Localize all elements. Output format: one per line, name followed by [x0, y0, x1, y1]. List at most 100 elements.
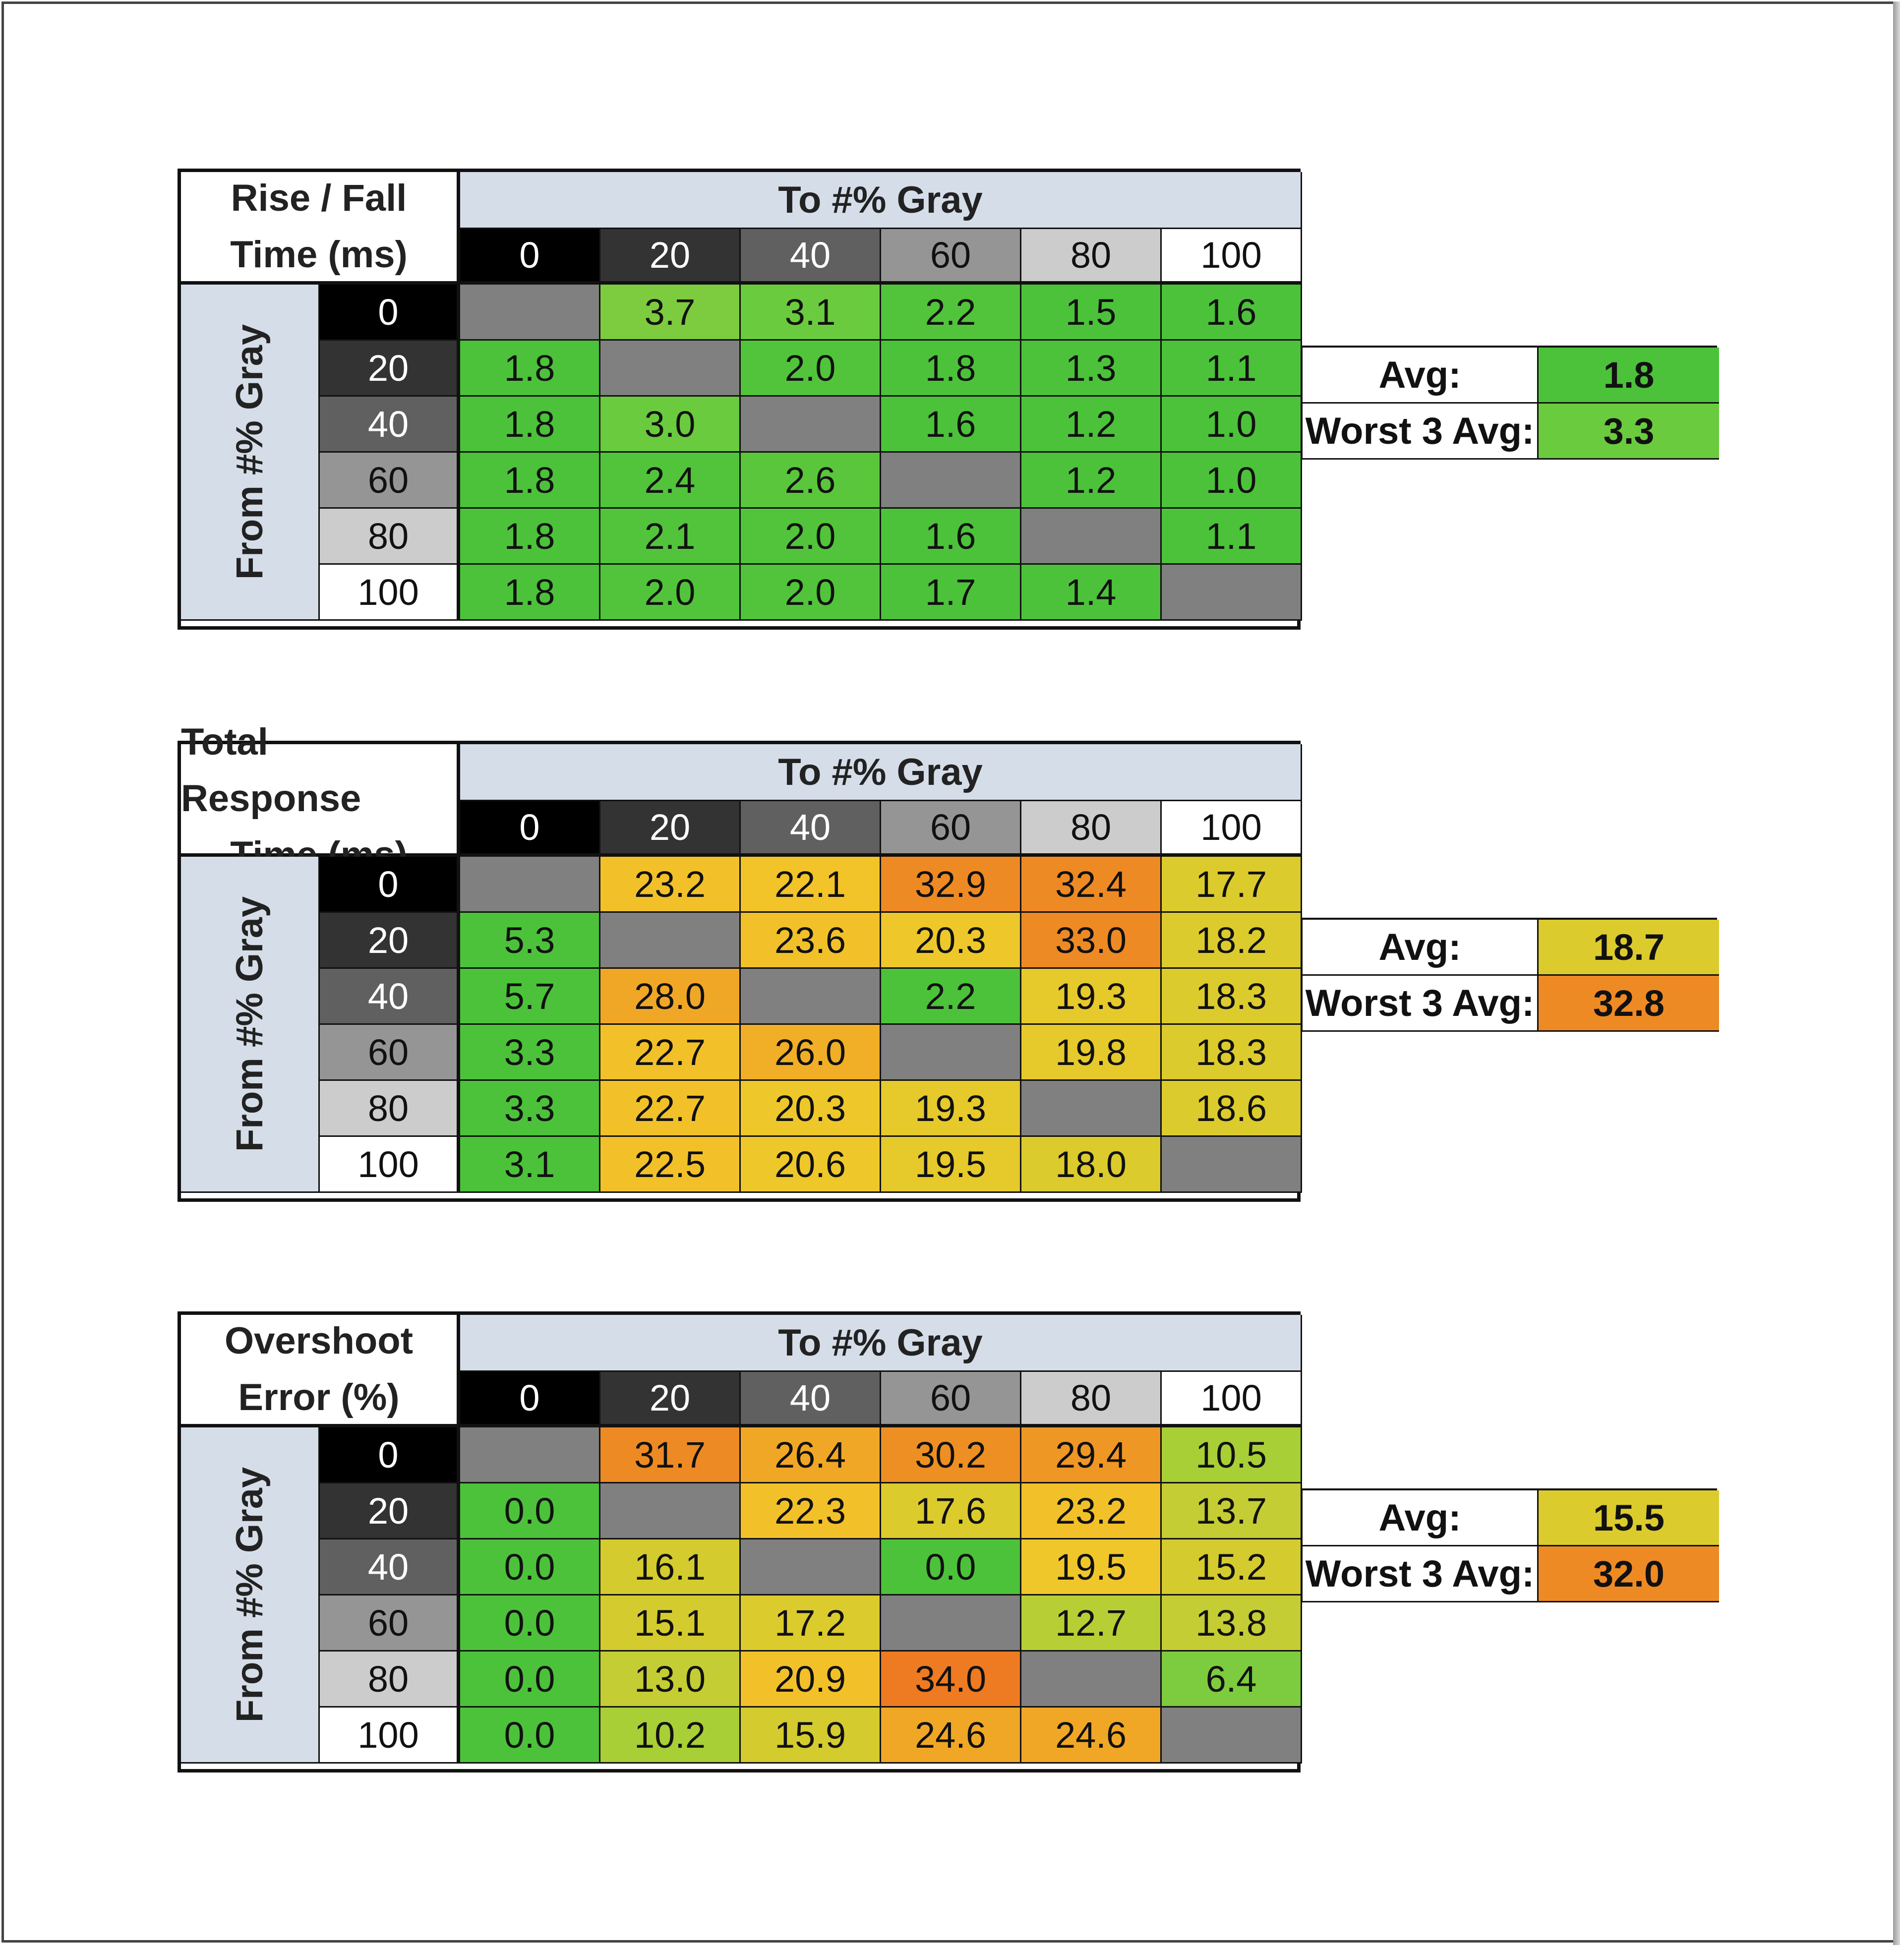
- heatmap-cell-empty: [741, 397, 881, 453]
- heatmap-cell: 20.3: [881, 913, 1021, 969]
- heatmap-cell: 0.0: [460, 1483, 600, 1539]
- heatmap-cell-empty: [741, 969, 881, 1025]
- heatmap-cell: 18.6: [1162, 1081, 1302, 1137]
- heatmap-cell: 1.4: [1021, 565, 1162, 621]
- heatmap-cell: 13.7: [1162, 1483, 1302, 1539]
- average-value: 15.5: [1539, 1490, 1719, 1546]
- heatmap-cell: 0.0: [460, 1652, 600, 1708]
- heatmap-cell: 30.2: [881, 1427, 1021, 1483]
- heatmap-cell: 3.0: [600, 397, 741, 453]
- row-level-header: 40: [320, 397, 460, 453]
- worst-3-average-value: 32.0: [1539, 1546, 1719, 1602]
- column-level-header: 20: [600, 229, 741, 285]
- table-title-line: Error (%): [238, 1376, 400, 1418]
- heatmap-cell: 2.4: [600, 453, 741, 509]
- heatmap-cell: 17.2: [741, 1595, 881, 1652]
- heatmap-cell-empty: [1021, 1652, 1162, 1708]
- column-group-header: To #% Gray: [460, 744, 1302, 801]
- column-level-header: 100: [1162, 1372, 1302, 1427]
- heatmap-cell-empty: [600, 341, 741, 397]
- heatmap-cell: 19.3: [1021, 969, 1162, 1025]
- row-group-header: From #% Gray: [181, 285, 320, 621]
- column-level-header: 40: [741, 229, 881, 285]
- heatmap-cell: 1.8: [460, 341, 600, 397]
- column-level-header: 0: [460, 801, 600, 857]
- table-title: Rise / Fall Time (ms): [181, 172, 460, 285]
- heatmap-cell: 20.6: [741, 1137, 881, 1193]
- heatmap-cell: 12.7: [1021, 1595, 1162, 1652]
- heatmap-cell: 18.2: [1162, 913, 1302, 969]
- heatmap-cell: 13.8: [1162, 1595, 1302, 1652]
- heatmap-cell: 1.2: [1021, 453, 1162, 509]
- heatmap-cell-empty: [600, 1483, 741, 1539]
- heatmap-cell: 1.8: [460, 397, 600, 453]
- average-value: 18.7: [1539, 920, 1719, 976]
- worst-3-average-value: 32.8: [1539, 976, 1719, 1032]
- heatmap-cell: 1.8: [460, 565, 600, 621]
- heatmap-cell: 22.1: [741, 857, 881, 913]
- worst-3-average-label: Worst 3 Avg:: [1303, 404, 1539, 460]
- heatmap-cell-empty: [1021, 1081, 1162, 1137]
- row-group-header: From #% Gray: [181, 857, 320, 1193]
- row-level-header: 20: [320, 341, 460, 397]
- heatmap-cell: 24.6: [881, 1708, 1021, 1764]
- heatmap-cell: 34.0: [881, 1652, 1021, 1708]
- heatmap-cell: 26.4: [741, 1427, 881, 1483]
- heatmap-cell: 2.1: [600, 509, 741, 565]
- heatmap-cell-empty: [741, 1539, 881, 1595]
- heatmap-cell: 10.2: [600, 1708, 741, 1764]
- heatmap-cell: 33.0: [1021, 913, 1162, 969]
- heatmap-cell: 1.5: [1021, 285, 1162, 341]
- average-value: 1.8: [1539, 348, 1719, 404]
- heatmap-cell: 6.4: [1162, 1652, 1302, 1708]
- table-title-line: Overshoot: [224, 1320, 414, 1362]
- heatmap-cell: 19.3: [881, 1081, 1021, 1137]
- table-title-line: Time (ms): [230, 234, 408, 276]
- heatmap-cell-empty: [881, 1595, 1021, 1652]
- heatmap-cell-empty: [881, 1025, 1021, 1081]
- heatmap-cell: 18.0: [1021, 1137, 1162, 1193]
- heatmap-cell-empty: [1021, 509, 1162, 565]
- column-level-header: 20: [600, 801, 741, 857]
- row-level-header: 20: [320, 1483, 460, 1539]
- column-level-header: 100: [1162, 801, 1302, 857]
- table-title: Total Response Time (ms): [181, 721, 460, 876]
- heatmap-cell: 1.1: [1162, 509, 1302, 565]
- row-level-header: 0: [320, 285, 460, 341]
- heatmap-cell: 19.5: [881, 1137, 1021, 1193]
- row-level-header: 60: [320, 1025, 460, 1081]
- heatmap-cell-empty: [1162, 1708, 1302, 1764]
- heatmap-cell: 2.0: [741, 565, 881, 621]
- heatmap-cell: 31.7: [600, 1427, 741, 1483]
- row-level-header: 100: [320, 1137, 460, 1193]
- heatmap-cell: 1.0: [1162, 397, 1302, 453]
- heatmap-cell: 1.3: [1021, 341, 1162, 397]
- row-group-header-label: From #% Gray: [229, 324, 271, 580]
- heatmap-cell: 3.1: [460, 1137, 600, 1193]
- heatmap-cell-empty: [881, 453, 1021, 509]
- heatmap-cell: 2.6: [741, 453, 881, 509]
- column-level-header: 60: [881, 1372, 1021, 1427]
- heatmap-cell: 20.3: [741, 1081, 881, 1137]
- row-level-header: 40: [320, 1539, 460, 1595]
- row-level-header: 60: [320, 453, 460, 509]
- heatmap-cell: 1.1: [1162, 341, 1302, 397]
- heatmap-cell: 15.2: [1162, 1539, 1302, 1595]
- heatmap-cell-empty: [460, 857, 600, 913]
- heatmap-cell: 1.7: [881, 565, 1021, 621]
- column-level-header: 40: [741, 1372, 881, 1427]
- table-title: Overshoot Error (%): [181, 1315, 460, 1427]
- heatmap-cell-empty: [460, 285, 600, 341]
- heatmap-cell: 22.7: [600, 1081, 741, 1137]
- heatmap-cell: 17.6: [881, 1483, 1021, 1539]
- row-level-header: 80: [320, 1081, 460, 1137]
- heatmap-cell: 1.8: [881, 341, 1021, 397]
- heatmap-cell: 5.3: [460, 913, 600, 969]
- heatmap-table-3: Overshoot Error (%) To #% Gray 0 20 40 60 80 100…: [178, 1311, 1302, 1772]
- heatmap-cell: 23.2: [1021, 1483, 1162, 1539]
- heatmap-cell: 18.3: [1162, 1025, 1302, 1081]
- heatmap-cell: 3.7: [600, 285, 741, 341]
- heatmap-cell: 15.9: [741, 1708, 881, 1764]
- worst-3-average-value: 3.3: [1539, 404, 1719, 460]
- heatmap-cell: 2.2: [881, 285, 1021, 341]
